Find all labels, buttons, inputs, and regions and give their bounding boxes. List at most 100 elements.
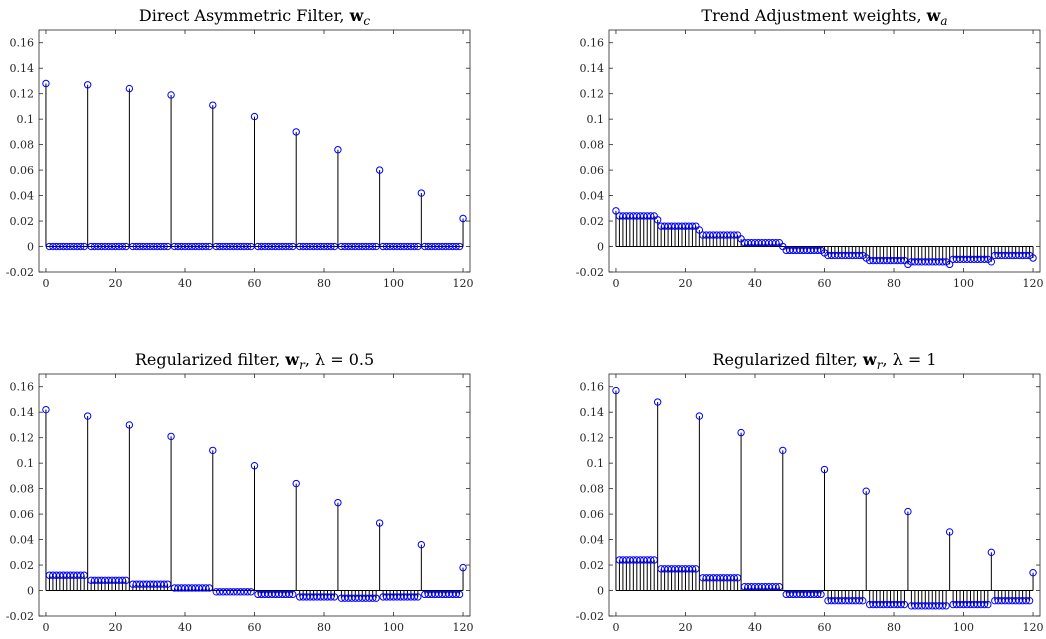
- stem-marker: [45, 242, 54, 251]
- stem-marker: [737, 428, 745, 437]
- stem-marker: [945, 528, 954, 536]
- stem-marker: [125, 84, 134, 93]
- x-tick-label: 60: [818, 277, 832, 290]
- y-tick-label: 0.1: [587, 113, 605, 126]
- x-tick-label: 80: [317, 277, 331, 290]
- x-tick-label: 100: [383, 621, 404, 634]
- stem-marker: [351, 242, 359, 251]
- stem-marker: [612, 207, 620, 215]
- x-tick-label: 120: [1023, 621, 1044, 634]
- y-tick-label: 0.1: [587, 457, 605, 470]
- stem-marker: [327, 242, 335, 251]
- stem-marker: [945, 260, 954, 269]
- stem-marker: [414, 593, 422, 601]
- chart-title-symbol: w: [349, 6, 365, 25]
- stem-marker: [240, 242, 248, 251]
- chart-title-prefix: Regularized filter,: [712, 350, 862, 369]
- stem-marker: [695, 226, 704, 234]
- stem-marker: [862, 487, 870, 495]
- stem-marker: [348, 242, 356, 251]
- x-tick-label: 0: [42, 621, 49, 634]
- stem-marker: [375, 166, 384, 174]
- y-tick-label: 0.1: [17, 457, 35, 470]
- stem-marker: [222, 242, 231, 251]
- stem-marker: [94, 242, 102, 251]
- stem-marker: [77, 242, 85, 251]
- stem-marker: [198, 242, 207, 251]
- stem-marker: [42, 405, 50, 414]
- stem-marker: [219, 242, 227, 251]
- stem-marker: [195, 242, 203, 251]
- stem-marker: [247, 588, 255, 596]
- y-tick-label: 0.1: [17, 113, 35, 126]
- chart-panel-3: Regularized filter, wr, λ = 0.5 -0.02 0 0.0…: [6, 350, 474, 634]
- y-tick-label: 0: [27, 585, 34, 598]
- stem-marker: [334, 498, 342, 507]
- stem-marker: [63, 242, 71, 251]
- stem-marker: [156, 242, 165, 251]
- stem-marker: [233, 242, 241, 251]
- stem-marker: [455, 590, 464, 599]
- stem-marker: [393, 242, 401, 251]
- chart-title-suffix: , λ = 1: [882, 350, 936, 369]
- stem-marker: [42, 79, 50, 88]
- x-tick-label: 80: [317, 621, 331, 634]
- stem-marker: [341, 242, 349, 251]
- stem-marker: [431, 242, 439, 251]
- stem-marker: [143, 242, 151, 251]
- stem-marker: [292, 128, 300, 136]
- stem-marker: [295, 242, 304, 251]
- stem-marker: [83, 81, 92, 89]
- stem-marker: [695, 412, 704, 420]
- stem-marker: [428, 242, 436, 251]
- stem-marker: [435, 242, 443, 251]
- y-tick-label: 0.02: [580, 559, 605, 572]
- y-tick-label: 0.04: [580, 534, 605, 547]
- y-tick-label: 0.14: [580, 62, 605, 75]
- stem-marker: [268, 242, 276, 251]
- y-tick-label: 0.16: [580, 381, 605, 394]
- stem-marker: [216, 242, 224, 251]
- stem-marker: [132, 242, 141, 251]
- stem-marker: [407, 242, 415, 251]
- stem-marker: [612, 386, 620, 395]
- chart-title-suffix: , λ = 0.5: [305, 350, 374, 369]
- stem-marker: [129, 242, 137, 251]
- y-tick-label: 0.12: [10, 432, 35, 445]
- y-tick-label: 0.12: [580, 88, 605, 101]
- stem-marker: [170, 242, 179, 251]
- stem-marker: [83, 412, 92, 420]
- stem-marker: [177, 242, 186, 251]
- stem-marker: [375, 519, 384, 527]
- x-tick-label: 40: [178, 621, 192, 634]
- stem-marker: [289, 590, 297, 599]
- y-tick-label: 0.08: [10, 139, 35, 152]
- x-tick-label: 0: [612, 277, 619, 290]
- stem-marker: [904, 507, 912, 516]
- stem-marker: [56, 242, 64, 251]
- stem-marker: [441, 242, 450, 251]
- chart-title-symbol: w: [284, 350, 300, 369]
- chart-title-prefix: Regularized filter,: [135, 350, 285, 369]
- chart-title-symbol: w: [862, 350, 878, 369]
- stem-marker: [421, 242, 429, 251]
- stem-marker: [438, 242, 446, 251]
- y-tick-label: 0.06: [10, 164, 35, 177]
- x-tick-label: 20: [678, 621, 692, 634]
- stem-marker: [987, 258, 996, 266]
- stem-marker: [87, 242, 95, 251]
- stem-marker: [52, 242, 61, 251]
- stem-marker: [320, 242, 328, 251]
- stem-marker: [859, 597, 867, 605]
- stem-marker: [448, 242, 457, 251]
- stem-marker: [362, 242, 370, 251]
- x-tick-label: 120: [453, 277, 474, 290]
- y-tick-label: -0.02: [576, 610, 604, 623]
- stem-marker: [136, 242, 144, 251]
- stem-marker: [278, 242, 287, 251]
- x-tick-label: 40: [748, 277, 762, 290]
- stem-marker: [344, 242, 353, 251]
- stem-marker: [181, 242, 189, 251]
- stem-marker: [355, 242, 363, 251]
